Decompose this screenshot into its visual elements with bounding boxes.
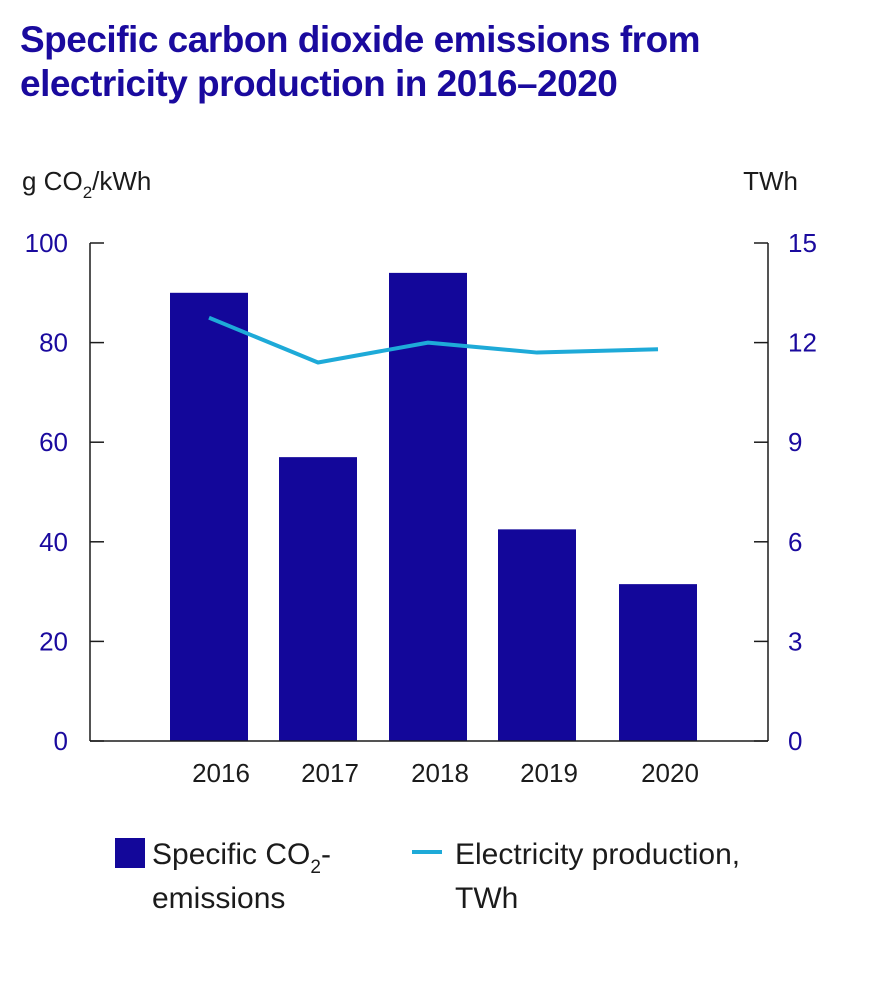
bar-2019 xyxy=(498,529,576,741)
legend: Specific CO2- emissions Electricity prod… xyxy=(115,838,740,915)
left-axis-unit-tail: /kWh xyxy=(92,166,151,196)
left-tick-label-100: 100 xyxy=(25,228,68,258)
right-axis-unit: TWh xyxy=(743,166,798,196)
legend-line-label-line-2: TWh xyxy=(455,882,518,915)
right-tick-label-15: 15 xyxy=(788,228,817,258)
left-tick-label-60: 60 xyxy=(39,427,68,457)
right-tick-label-9: 9 xyxy=(788,427,802,457)
left-tick-label-80: 80 xyxy=(39,328,68,358)
right-tick-label-0: 0 xyxy=(788,726,802,756)
legend-bar-label-tail: - xyxy=(321,838,331,871)
right-tick-label-12: 12 xyxy=(788,328,817,358)
x-tick-label-2020: 2020 xyxy=(641,758,699,788)
chart-title: Specific carbon dioxide emissions from e… xyxy=(20,18,860,106)
bar-2020 xyxy=(619,584,697,741)
line-series xyxy=(208,315,659,365)
tick-labels: 0 20 40 60 80 100 0 3 6 9 12 15 2016 2017 2018 2019 2020 xyxy=(25,228,817,788)
left-tick-label-20: 20 xyxy=(39,626,68,656)
axes xyxy=(89,242,769,742)
x-tick-label-2018: 2018 xyxy=(411,758,469,788)
left-tick-label-0: 0 xyxy=(54,726,68,756)
legend-bar-label: Specific CO2- xyxy=(152,838,331,878)
chart-title-line-1: Specific carbon dioxide emissions from xyxy=(20,19,701,60)
left-axis-unit: g CO2/kWh xyxy=(22,166,151,202)
left-axis-unit-subscript: 2 xyxy=(83,183,92,202)
legend-bar-label-line-2: emissions xyxy=(152,882,285,915)
left-tick-label-40: 40 xyxy=(39,527,68,557)
legend-line-label: Electricity production, xyxy=(455,838,740,871)
legend-bar-swatch xyxy=(115,838,145,868)
x-tick-label-2016: 2016 xyxy=(192,758,250,788)
bar-2016 xyxy=(170,292,248,741)
legend-bar-label-main: Specific CO xyxy=(152,838,310,871)
bar-series xyxy=(170,272,697,741)
x-tick-label-2017: 2017 xyxy=(301,758,359,788)
left-axis-unit-main: g CO xyxy=(22,166,83,196)
bar-2017 xyxy=(279,457,357,741)
legend-bar-label-subscript: 2 xyxy=(310,857,321,878)
chart-title-line-2: electricity production in 2016–2020 xyxy=(20,63,618,104)
bar-2018 xyxy=(389,272,467,741)
right-tick-label-3: 3 xyxy=(788,626,802,656)
right-tick-label-6: 6 xyxy=(788,527,802,557)
x-tick-label-2019: 2019 xyxy=(520,758,578,788)
